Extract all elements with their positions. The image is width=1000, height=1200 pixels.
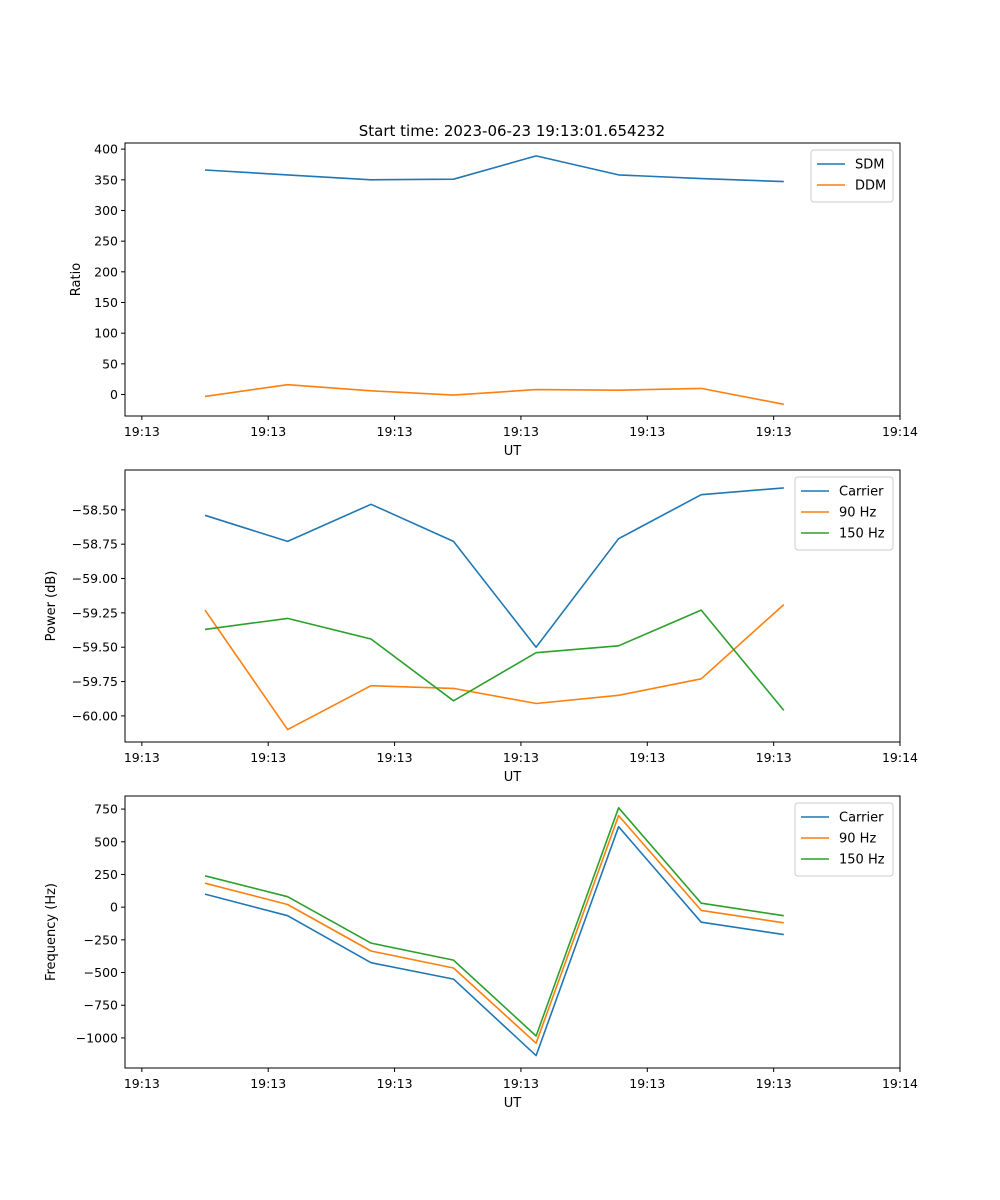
legend-label: 150 Hz	[839, 853, 885, 868]
x-tick-label: 19:14	[882, 750, 918, 765]
legend-label: Carrier	[839, 485, 884, 500]
series-line-sdm	[204, 155, 784, 183]
legend-label: SDM	[855, 158, 884, 173]
y-tick-label: 0	[110, 387, 118, 402]
x-tick-label: 19:13	[124, 424, 160, 439]
x-axis-label: UT	[504, 770, 522, 785]
legend-box	[810, 149, 894, 203]
x-tick-label: 19:14	[882, 424, 918, 439]
x-tick-label: 19:13	[756, 424, 792, 439]
series-line-90-hz	[204, 604, 785, 731]
y-tick-label: 300	[94, 203, 118, 218]
y-axis-label: Power (dB)	[44, 571, 59, 642]
x-tick-label: 19:13	[377, 424, 413, 439]
y-tick-label: −59.25	[72, 605, 118, 620]
axes-frame	[124, 795, 901, 1069]
x-tick-label: 19:14	[882, 1076, 918, 1091]
series-line-carrier	[204, 825, 784, 1057]
y-tick-label: 400	[94, 142, 118, 157]
x-tick-label: 19:13	[124, 750, 160, 765]
legend: SDM DDM	[810, 149, 894, 203]
y-tick-label: −750	[84, 998, 118, 1013]
subplot-2: −60.00 −59.75 −59.50 −59.25 −59.00 −58.75 −58.…	[44, 469, 918, 785]
x-tick-label: 19:13	[629, 424, 665, 439]
subplot-1: 0 50 100 150 200 250 300 350 400 19:13 19:13 19:13 1…	[69, 142, 918, 459]
y-axis-label: Frequency (Hz)	[44, 883, 59, 981]
x-tick-label: 19:13	[377, 1076, 413, 1091]
y-tick-label: 750	[94, 802, 118, 817]
y-tick-label: 0	[110, 900, 118, 915]
x-tick-label: 19:13	[250, 1076, 286, 1091]
legend-label: 90 Hz	[839, 832, 876, 847]
x-tick-label: 19:13	[756, 750, 792, 765]
legend-label: DDM	[855, 179, 886, 194]
axes-frame	[124, 142, 901, 417]
x-axis-label: UT	[504, 1096, 522, 1111]
legend-box	[794, 476, 894, 551]
x-tick-label: 19:13	[250, 424, 286, 439]
y-tick-label: 200	[94, 264, 118, 279]
x-tick-label: 19:13	[503, 1076, 539, 1091]
legend-label: 90 Hz	[839, 506, 876, 521]
y-tick-label: 500	[94, 834, 118, 849]
series-line-90-hz	[204, 814, 784, 1044]
x-tick-label: 19:13	[629, 1076, 665, 1091]
x-tick-label: 19:13	[250, 750, 286, 765]
y-tick-label: −58.50	[72, 502, 118, 517]
y-tick-label: 250	[94, 867, 118, 882]
x-tick-label: 19:13	[377, 750, 413, 765]
x-tick-label: 19:13	[503, 424, 539, 439]
x-tick-label: 19:13	[503, 750, 539, 765]
y-tick-label: 100	[94, 326, 118, 341]
figure-title: Start time: 2023-06-23 19:13:01.654232	[359, 122, 665, 140]
x-tick-label: 19:13	[756, 1076, 792, 1091]
x-tick-label: 19:13	[124, 1076, 160, 1091]
y-tick-label: −59.00	[72, 571, 118, 586]
y-tick-label: 250	[94, 234, 118, 249]
axes-frame	[124, 469, 901, 743]
y-tick-label: 350	[94, 172, 118, 187]
y-tick-label: −60.00	[72, 708, 118, 723]
legend-label: 150 Hz	[839, 527, 885, 542]
x-tick-label: 19:13	[629, 750, 665, 765]
series-line-carrier	[204, 487, 784, 649]
series-line-ddm	[204, 383, 784, 406]
series-line-150-hz	[204, 806, 784, 1037]
subplot-3: −1000 −750 −500 −250 0 250 500 750 19:13 19:13 19:…	[44, 795, 918, 1111]
legend: Carrier 90 Hz 150 Hz	[794, 476, 894, 551]
legend-box	[794, 802, 894, 877]
x-axis-label: UT	[504, 444, 522, 459]
y-tick-label: −59.50	[72, 640, 118, 655]
series-line-150-hz	[204, 609, 785, 711]
legend: Carrier 90 Hz 150 Hz	[794, 802, 894, 877]
y-tick-label: −1000	[76, 1030, 118, 1045]
y-tick-label: 150	[94, 295, 118, 310]
y-tick-label: 50	[102, 356, 118, 371]
y-tick-label: −250	[84, 932, 118, 947]
legend-label: Carrier	[839, 811, 884, 826]
y-tick-label: −58.75	[72, 537, 118, 552]
y-tick-label: −500	[84, 965, 118, 980]
y-axis-label: Ratio	[69, 263, 84, 296]
y-tick-label: −59.75	[72, 674, 118, 689]
